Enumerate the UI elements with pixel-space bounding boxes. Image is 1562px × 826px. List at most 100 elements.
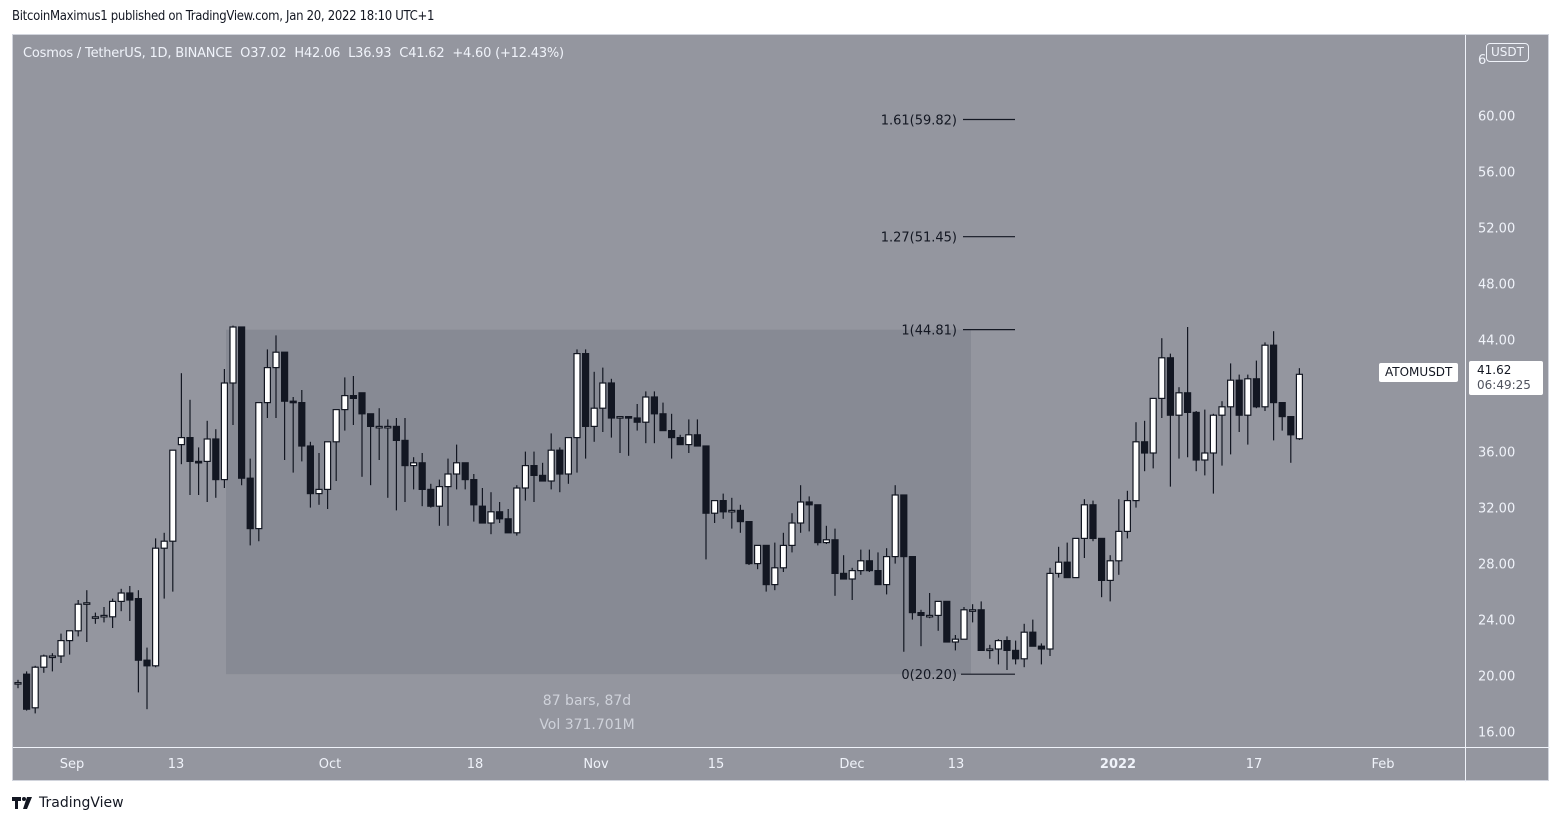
candle <box>1072 537 1080 579</box>
price-tick: 44.00 <box>1478 333 1516 349</box>
time-axis[interactable]: Sep 13 Oct 18 Nov 15 Dec 13 2022 17 Feb <box>13 747 1465 782</box>
price-tick: 60.00 <box>1478 109 1516 125</box>
candle <box>255 402 263 530</box>
price-tick: 48.00 <box>1478 277 1516 293</box>
candle <box>91 616 100 619</box>
price-axis[interactable]: 6 USDT 60.00 56.00 52.00 48.00 44.00 36.00 32.… <box>1465 35 1550 747</box>
candle <box>624 416 633 419</box>
candle <box>599 382 607 409</box>
candle <box>796 501 805 524</box>
candle <box>1278 402 1286 418</box>
candle <box>1235 379 1243 416</box>
candle <box>14 681 22 685</box>
candle <box>375 425 383 429</box>
candle <box>951 638 960 643</box>
candle <box>246 477 254 530</box>
candle <box>728 509 736 513</box>
candle <box>590 407 598 428</box>
time-tick: 17 <box>1245 757 1263 772</box>
fib-extension[interactable]: 1.61(59.82) 1.27(51.45) 1(44.81) 0(20.20) <box>881 114 1015 684</box>
candle <box>332 409 340 443</box>
candle <box>521 465 529 489</box>
candle <box>315 488 323 495</box>
candle <box>925 614 934 618</box>
candle <box>822 539 831 544</box>
tradingview-logo-icon <box>12 797 32 809</box>
candle <box>1115 530 1123 562</box>
last-price-label: 41.62 06:49:25 <box>1469 361 1543 395</box>
legend-low: L36.93 <box>348 46 392 61</box>
candle <box>1080 504 1089 539</box>
chart-container: 87 bars, 87d Vol 371.701M 1.61(59.82) 1.27(… <box>12 34 1550 782</box>
candle <box>650 396 659 415</box>
time-tick: Dec <box>839 757 865 772</box>
candlestick-chart: 87 bars, 87d Vol 371.701M 1.61(59.82) 1.27(… <box>14 114 1304 733</box>
price-tick: 36.00 <box>1478 445 1516 461</box>
candle <box>745 521 753 565</box>
candle <box>177 437 185 446</box>
candle <box>891 494 899 558</box>
candle <box>410 462 418 467</box>
candle <box>1029 631 1037 647</box>
brand-name: TradingView <box>39 795 124 811</box>
candle <box>427 488 435 507</box>
candle <box>556 449 564 475</box>
candle <box>349 395 357 400</box>
candle <box>1201 452 1209 461</box>
candle <box>642 396 650 423</box>
candle <box>203 438 211 462</box>
candle <box>1183 392 1192 413</box>
candle <box>367 413 375 427</box>
candle <box>788 522 796 546</box>
axis-corner <box>1465 747 1550 782</box>
candle <box>306 445 314 495</box>
time-tick: Oct <box>318 757 342 772</box>
time-tick: 13 <box>167 757 185 772</box>
candle <box>934 600 942 617</box>
candle <box>169 449 177 542</box>
candle <box>470 479 478 506</box>
candle <box>573 353 581 439</box>
candle <box>108 600 117 618</box>
candle <box>831 539 839 574</box>
time-tick: 15 <box>707 757 725 772</box>
candle <box>1140 441 1149 454</box>
candle <box>848 569 856 580</box>
candle <box>1003 639 1011 651</box>
candle <box>117 592 125 602</box>
candle <box>659 413 667 432</box>
fib-level-label: 1.27(51.45) <box>881 231 957 246</box>
candle <box>719 500 727 513</box>
candle <box>263 367 271 404</box>
candle <box>530 465 538 477</box>
candle <box>358 392 366 415</box>
candle <box>134 597 143 661</box>
candle <box>1106 560 1114 581</box>
last-price: 41.62 <box>1477 363 1512 377</box>
symbol-legend: Cosmos / TetherUS, 1D, BINANCE O37.02 H4… <box>23 46 568 61</box>
candle <box>1132 441 1140 502</box>
plot-area[interactable]: 87 bars, 87d Vol 371.701M 1.61(59.82) 1.27(… <box>13 35 1465 747</box>
currency-badge[interactable]: USDT <box>1486 43 1529 62</box>
date-range-box[interactable]: 87 bars, 87d Vol 371.701M <box>226 329 971 733</box>
candle <box>238 326 246 479</box>
candle <box>65 630 74 642</box>
candle <box>581 353 590 428</box>
fib-level-label: 1(44.81) <box>901 324 957 339</box>
candle <box>685 434 693 446</box>
candle <box>48 655 57 659</box>
candle <box>1046 572 1054 650</box>
candle <box>1149 397 1157 454</box>
candle <box>1209 414 1218 454</box>
candle <box>186 437 194 463</box>
candle <box>195 460 203 464</box>
candles <box>14 325 1304 714</box>
candle <box>805 501 813 506</box>
candle <box>547 449 555 482</box>
fib-level-label: 1.61(59.82) <box>881 114 957 129</box>
candle <box>478 505 486 524</box>
candle <box>736 509 745 523</box>
candle <box>496 511 504 520</box>
candle <box>762 544 770 586</box>
candle <box>1261 344 1269 408</box>
